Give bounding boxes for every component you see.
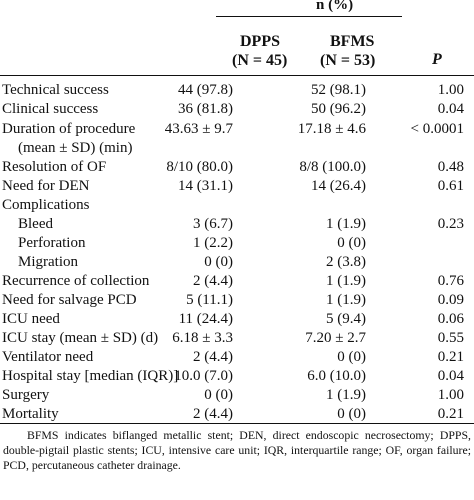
cell-p: 0.09 — [437, 292, 464, 308]
cell-dpps: 5 (11.1) — [186, 292, 233, 308]
col-bfms-count: (N = 53) — [320, 52, 376, 69]
table-footnote: BFMS indicates biflanged metallic stent;… — [3, 428, 471, 473]
cell-p: 1.00 — [437, 82, 464, 98]
row-label: ICU need — [2, 311, 60, 327]
row-label: Need for DEN — [2, 178, 90, 194]
table-row: Recurrence of collection 2 (4.4) 1 (1.9)… — [0, 272, 474, 291]
cell-p: < 0.0001 — [410, 121, 464, 137]
row-label: Need for salvage PCD — [2, 292, 137, 308]
cell-dpps: 14 (31.1) — [178, 178, 233, 194]
cell-dpps: 3 (6.7) — [193, 216, 233, 232]
footnote-text: BFMS indicates biflanged metallic stent;… — [3, 428, 471, 472]
cell-dpps: 11 (24.4) — [178, 311, 233, 327]
cell-p: 0.48 — [437, 159, 464, 175]
cell-dpps: 2 (4.4) — [193, 273, 233, 289]
col-dpps-count: (N = 45) — [232, 52, 288, 69]
col-dpps-name: DPPS — [240, 33, 280, 50]
cell-p: 0.04 — [437, 368, 464, 384]
table-row: Mortality 2 (4.4) 0 (0) 0.21 — [0, 405, 474, 424]
table-row: Need for DEN 14 (31.1) 14 (26.4) 0.61 — [0, 177, 474, 196]
cell-dpps: 36 (81.8) — [178, 101, 233, 117]
cell-bfms: 14 (26.4) — [311, 178, 366, 194]
row-label: Recurrence of collection — [2, 273, 150, 289]
cell-dpps: 1 (2.2) — [193, 235, 233, 251]
cell-bfms: 1 (1.9) — [326, 273, 366, 289]
table-row: Complications — [0, 196, 474, 215]
row-label: Duration of procedure — [2, 121, 136, 137]
row-label: (mean ± SD) (min) — [18, 140, 133, 156]
cell-p: 0.21 — [437, 349, 464, 365]
table-row: Technical success 44 (97.8) 52 (98.1) 1.… — [0, 81, 474, 100]
table-row: Need for salvage PCD 5 (11.1) 1 (1.9) 0.… — [0, 291, 474, 310]
table-row: Bleed 3 (6.7) 1 (1.9) 0.23 — [0, 215, 474, 234]
cell-bfms: 52 (98.1) — [311, 82, 366, 98]
cell-p: 0.76 — [437, 273, 464, 289]
row-label: Bleed — [18, 216, 53, 232]
col-p: P — [432, 51, 442, 68]
cell-bfms: 0 (0) — [337, 235, 366, 251]
table-row: ICU need 11 (24.4) 5 (9.4) 0.06 — [0, 310, 474, 329]
cell-dpps: 44 (97.8) — [178, 82, 233, 98]
row-label: Perforation — [18, 235, 86, 251]
group-rule — [216, 16, 402, 17]
cell-bfms: 8/8 (100.0) — [299, 159, 366, 175]
cell-bfms: 6.0 (10.0) — [307, 368, 366, 384]
table-row: Hospital stay [median (IQR)] 10.0 (7.0) … — [0, 367, 474, 386]
table-row: Resolution of OF 8/10 (80.0) 8/8 (100.0)… — [0, 158, 474, 177]
cell-bfms: 0 (0) — [337, 349, 366, 365]
cell-bfms: 50 (96.2) — [311, 101, 366, 117]
col-bfms-name: BFMS — [330, 33, 375, 50]
row-label: Clinical success — [2, 101, 99, 117]
row-label: Ventilator need — [2, 349, 94, 365]
cell-bfms: 1 (1.9) — [326, 292, 366, 308]
header-rule — [0, 75, 474, 76]
cell-p: 1.00 — [437, 387, 464, 403]
table-row: Perforation 1 (2.2) 0 (0) — [0, 234, 474, 253]
row-label: Resolution of OF — [2, 159, 107, 175]
table-row: Surgery 0 (0) 1 (1.9) 1.00 — [0, 386, 474, 405]
cell-dpps: 0 (0) — [204, 387, 233, 403]
cell-bfms: 1 (1.9) — [326, 387, 366, 403]
cell-p: 0.21 — [437, 406, 464, 422]
cell-dpps: 8/10 (80.0) — [166, 159, 233, 175]
bottom-rule — [0, 423, 474, 424]
table-row: (mean ± SD) (min) — [0, 139, 474, 158]
group-header: n (%) — [316, 0, 354, 13]
row-label: Migration — [18, 254, 78, 270]
cell-dpps: 10.0 (7.0) — [174, 368, 233, 384]
cell-p: 0.61 — [437, 178, 464, 194]
cell-bfms: 17.18 ± 4.6 — [297, 121, 366, 137]
cell-bfms: 7.20 ± 2.7 — [305, 330, 366, 346]
row-label: Technical success — [2, 82, 109, 98]
row-label: ICU stay (mean ± SD) (d) — [2, 330, 159, 346]
row-label: Complications — [2, 197, 90, 213]
cell-dpps: 2 (4.4) — [193, 349, 233, 365]
cell-dpps: 43.63 ± 9.7 — [164, 121, 233, 137]
cell-bfms: 5 (9.4) — [326, 311, 366, 327]
cell-dpps: 2 (4.4) — [193, 406, 233, 422]
cell-dpps: 0 (0) — [204, 254, 233, 270]
cell-dpps: 6.18 ± 3.3 — [172, 330, 233, 346]
row-label: Hospital stay [median (IQR)] — [2, 368, 179, 384]
table-row: Ventilator need 2 (4.4) 0 (0) 0.21 — [0, 348, 474, 367]
row-label: Mortality — [2, 406, 59, 422]
table-row: Migration 0 (0) 2 (3.8) — [0, 253, 474, 272]
cell-bfms: 2 (3.8) — [326, 254, 366, 270]
table-row: ICU stay (mean ± SD) (d) 6.18 ± 3.3 7.20… — [0, 329, 474, 348]
cell-p: 0.06 — [437, 311, 464, 327]
cell-p: 0.04 — [437, 101, 464, 117]
cell-bfms: 0 (0) — [337, 406, 366, 422]
cell-p: 0.23 — [437, 216, 464, 232]
cell-bfms: 1 (1.9) — [326, 216, 366, 232]
row-label: Surgery — [2, 387, 50, 403]
cell-p: 0.55 — [437, 330, 464, 346]
table-row: Clinical success 36 (81.8) 50 (96.2) 0.0… — [0, 100, 474, 119]
table-row: Duration of procedure 43.63 ± 9.7 17.18 … — [0, 120, 474, 139]
